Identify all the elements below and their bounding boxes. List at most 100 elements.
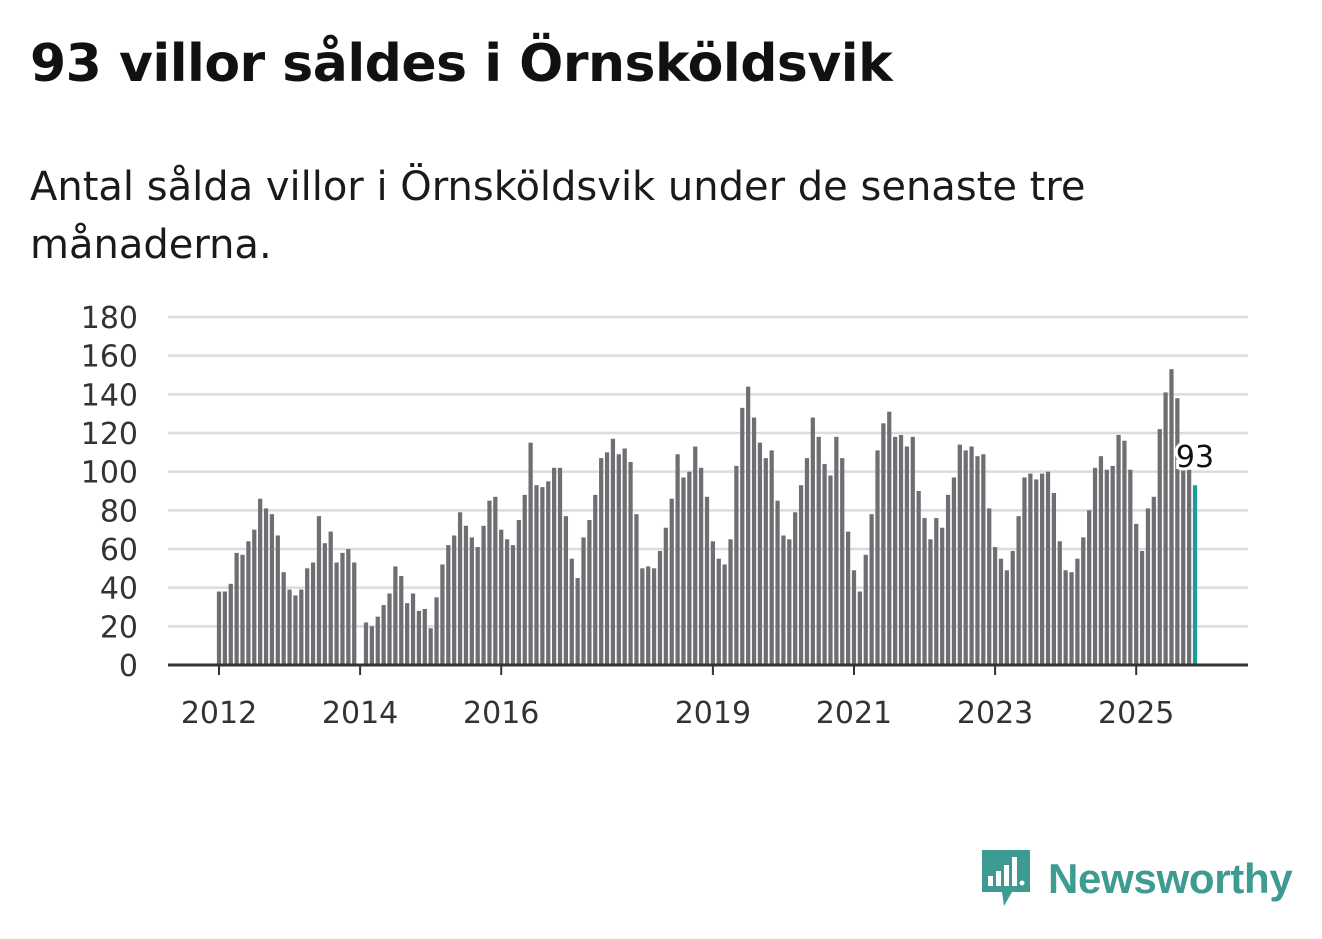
bar [563, 516, 569, 665]
bar [992, 547, 998, 665]
bar [651, 568, 657, 665]
bar [499, 529, 504, 665]
bar [1139, 550, 1145, 665]
bar [504, 539, 510, 665]
bar [757, 442, 763, 665]
bar [510, 545, 516, 665]
data-labels: 93 [1173, 437, 1217, 478]
chart-subtitle: Antal sålda villor i Örnsköldsvik under … [30, 164, 1086, 268]
bar [252, 529, 257, 665]
bar [746, 386, 751, 665]
bar [1187, 469, 1192, 665]
bar [628, 462, 633, 665]
bar [851, 570, 857, 665]
bar [522, 494, 527, 665]
bar [334, 562, 339, 665]
bar [1116, 434, 1121, 665]
bar [240, 554, 245, 665]
bar [1022, 477, 1027, 665]
bar [957, 444, 962, 665]
bar [552, 467, 557, 665]
bar [516, 520, 521, 665]
bar [346, 549, 351, 665]
y-tick-label: 100 [81, 456, 138, 491]
chart-title: 93 villor såldes i Örnsköldsvik [30, 34, 893, 94]
bar [352, 562, 357, 665]
bar [975, 456, 980, 665]
bar-latest [1192, 485, 1198, 665]
bar [475, 547, 480, 665]
y-tick-label: 60 [100, 533, 138, 568]
bar [1122, 440, 1127, 665]
bar [1040, 473, 1045, 665]
bar [781, 535, 786, 665]
bar [751, 417, 757, 665]
bar [657, 550, 663, 665]
bar [375, 616, 380, 665]
x-tick-label: 2021 [816, 696, 892, 731]
y-tick-label: 140 [81, 378, 138, 413]
bar [234, 552, 239, 665]
bar [863, 554, 868, 665]
bar [428, 628, 433, 665]
bar [722, 564, 727, 665]
bar [922, 518, 927, 665]
bar-chart-logo-icon [982, 850, 1030, 906]
bar [1004, 570, 1009, 665]
bar [599, 458, 604, 665]
bar [1110, 465, 1115, 665]
bar [616, 454, 621, 665]
bar [587, 520, 592, 665]
bar [293, 595, 298, 665]
bar [281, 572, 286, 665]
bar [593, 494, 598, 665]
y-tick-label: 120 [81, 417, 138, 452]
bar [998, 558, 1004, 665]
x-tick-label: 2023 [957, 696, 1033, 731]
bar [457, 512, 463, 665]
bar [622, 448, 627, 665]
x-tick-label: 2012 [181, 696, 257, 731]
x-tick-label: 2016 [463, 696, 539, 731]
bar [916, 491, 921, 665]
bar [693, 446, 698, 665]
bar [1092, 467, 1098, 665]
bar [604, 452, 610, 665]
bar [1010, 550, 1015, 665]
bar [340, 552, 345, 665]
bar [305, 568, 310, 665]
bar [1057, 541, 1062, 665]
bar [463, 525, 469, 665]
bar [646, 566, 651, 665]
bar [269, 514, 275, 665]
bar [887, 411, 892, 665]
bar [216, 591, 222, 665]
bar [1075, 558, 1080, 665]
bar [446, 545, 451, 665]
bar [910, 436, 915, 665]
bar [222, 591, 227, 665]
bar [263, 508, 269, 665]
bar [399, 576, 404, 665]
bar [528, 442, 533, 665]
bar [1128, 469, 1133, 665]
x-tick-label: 2025 [1098, 696, 1174, 731]
bar [881, 423, 886, 665]
bar [493, 496, 498, 665]
bar [963, 450, 968, 665]
bar [393, 566, 398, 665]
bar [681, 477, 686, 665]
bar [634, 514, 639, 665]
bar [1151, 496, 1156, 665]
newsworthy-logo[interactable]: Newsworthy [980, 848, 1293, 910]
bar [687, 471, 692, 665]
bar [1175, 398, 1180, 665]
bar [1163, 392, 1168, 665]
bar [1087, 510, 1092, 665]
bar [258, 498, 263, 665]
bar [728, 539, 733, 665]
y-tick-label: 80 [100, 494, 138, 529]
bar [1104, 469, 1109, 665]
bar [893, 436, 898, 665]
